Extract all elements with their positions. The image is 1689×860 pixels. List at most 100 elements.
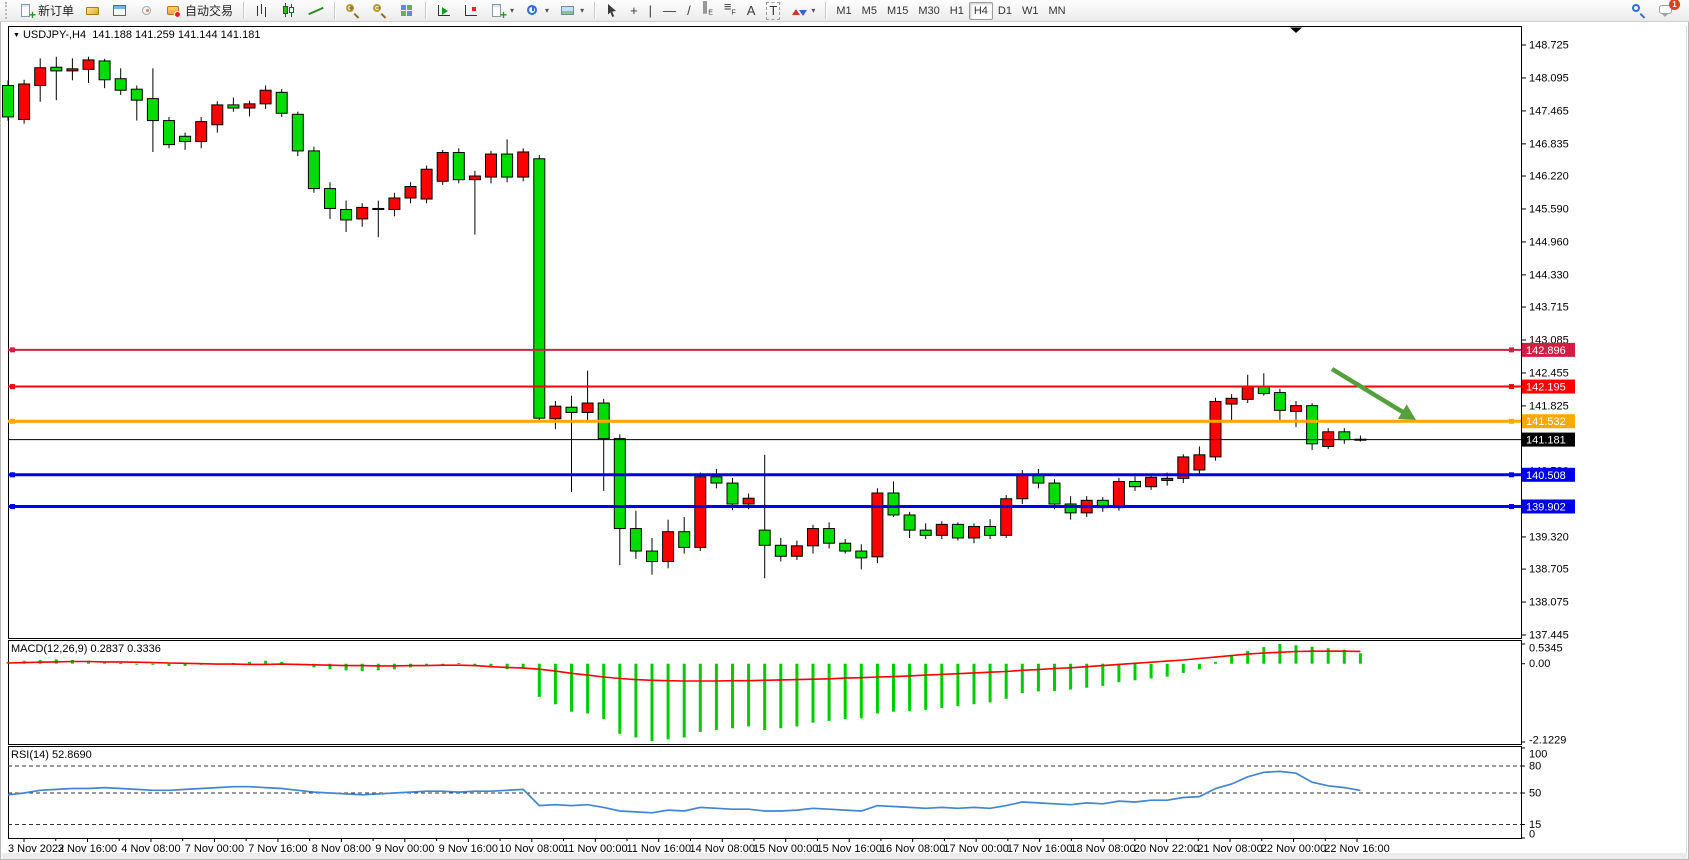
macd-bar <box>521 663 525 669</box>
candle-body <box>758 529 771 546</box>
periods-button[interactable]: ▾ <box>520 1 554 21</box>
macd-indicator-label: MACD(12,26,9) 0.2837 0.3336 <box>11 643 161 655</box>
line-handle[interactable] <box>10 347 15 353</box>
candle-body <box>1048 482 1061 505</box>
arrow-annotation[interactable] <box>1330 367 1416 420</box>
text-tool-icon: A <box>746 2 756 18</box>
ohlc-bars-icon <box>254 3 270 19</box>
candle-body <box>34 67 47 87</box>
zoom-in-button[interactable]: + <box>340 1 366 21</box>
horizontal-line[interactable] <box>8 503 1521 509</box>
candle-body <box>1225 397 1238 405</box>
text-button[interactable]: A <box>742 1 761 21</box>
timeframe-M5[interactable]: M5 <box>861 4 877 17</box>
label-button[interactable]: T <box>761 1 785 21</box>
macd-bar <box>1181 663 1185 673</box>
candle-body <box>1129 480 1141 488</box>
toolbar-grip[interactable] <box>5 2 10 19</box>
notifications-button[interactable]: 1 <box>1653 0 1680 21</box>
timeframe-M15[interactable]: M15 <box>886 4 909 17</box>
new-chart-icon: + <box>490 3 507 22</box>
line-chart-button[interactable] <box>303 1 329 21</box>
timeframe-M1[interactable]: M1 <box>836 4 852 17</box>
candle-body <box>984 525 997 536</box>
timeframe-MN[interactable]: MN <box>1048 4 1066 17</box>
time-label: 17 Nov 16:00 <box>1007 843 1072 855</box>
horizontal-line[interactable] <box>8 384 1521 390</box>
macd-bar <box>747 663 751 727</box>
line-handle[interactable] <box>10 384 15 390</box>
macd-bar <box>1342 649 1346 664</box>
line-handle[interactable] <box>1509 503 1514 509</box>
candlestick-chart-button[interactable] <box>276 1 302 21</box>
candle-body <box>163 120 175 146</box>
candle-body <box>404 185 417 199</box>
toolbar-separator <box>825 2 827 19</box>
signals-button[interactable] <box>134 1 160 21</box>
line-handle[interactable] <box>10 503 15 509</box>
rsi-layer <box>7 765 1521 825</box>
timeframe-M30[interactable]: M30 <box>918 4 940 17</box>
macd-bar <box>731 663 734 729</box>
line-handle[interactable] <box>1509 347 1514 353</box>
bar-chart-button[interactable] <box>249 1 275 21</box>
macd-axis-label: 0.5345 <box>1529 643 1563 655</box>
candle-body <box>935 523 948 536</box>
candle-body <box>968 525 980 539</box>
macd-bar <box>1165 663 1169 677</box>
candle-body <box>1145 476 1158 488</box>
price-tick-label: 142.455 <box>1529 367 1569 379</box>
candle-body <box>951 523 964 539</box>
horizontal-line[interactable] <box>8 418 1521 424</box>
search-button[interactable] <box>1626 1 1652 21</box>
zoom-out-button[interactable]: − <box>367 1 393 21</box>
new-order-button[interactable]: + 新订单 <box>14 1 79 22</box>
auto-trading-button[interactable]: 自动交易 <box>161 1 238 21</box>
line-handle[interactable] <box>1509 418 1514 424</box>
candle-body <box>790 545 803 557</box>
cursor-button[interactable] <box>600 1 624 21</box>
fibonacci-button[interactable]: ≡F <box>719 0 741 21</box>
line-handle[interactable] <box>10 418 15 424</box>
line-handle[interactable] <box>1509 384 1514 390</box>
time-label: 7 Nov 16:00 <box>248 843 307 855</box>
horizontal-line-button[interactable]: — <box>658 1 681 21</box>
new-chart-button[interactable]: + ▾ <box>485 1 519 22</box>
macd-bar <box>908 663 912 711</box>
market-chart-button[interactable] <box>107 1 133 21</box>
arrows-tool-icon <box>791 3 808 19</box>
trendline-icon: / <box>687 2 691 18</box>
rsi-axis-label: 15 <box>1529 819 1541 831</box>
price-badge: 142.195 <box>1522 379 1575 394</box>
line-handle[interactable] <box>1509 472 1514 478</box>
timeframe-H1[interactable]: H1 <box>949 4 964 17</box>
price-tick-label: 144.330 <box>1529 269 1569 281</box>
horizontal-line[interactable] <box>8 472 1521 478</box>
macd-bar <box>264 660 268 664</box>
tile-windows-button[interactable] <box>394 1 420 21</box>
crosshair-button[interactable]: + <box>625 1 643 21</box>
rsi-line <box>7 770 1361 814</box>
timeframe-D1[interactable]: D1 <box>997 4 1012 17</box>
trendline-button[interactable]: / <box>682 1 696 21</box>
gold-panel-button[interactable] <box>80 1 106 21</box>
vertical-line-button[interactable]: | <box>644 1 657 21</box>
horizontal-line[interactable] <box>8 347 1521 353</box>
arrows-button[interactable]: ▾ <box>786 1 820 21</box>
price-badge: 139.902 <box>1522 499 1575 514</box>
price-tick-label: 146.835 <box>1529 138 1569 150</box>
candle-body <box>549 405 562 420</box>
line-handle[interactable] <box>10 472 15 478</box>
macd-bar <box>183 663 187 666</box>
auto-scroll-button[interactable] <box>431 1 457 21</box>
templates-button[interactable]: ▾ <box>555 1 589 21</box>
macd-bar <box>602 663 606 720</box>
channel-button[interactable]: ∥E <box>697 0 718 21</box>
timeframe-H4[interactable]: H4 <box>968 1 993 20</box>
candle-body <box>501 153 514 178</box>
timeframe-W1[interactable]: W1 <box>1021 4 1039 17</box>
chart-shift-button[interactable] <box>458 1 484 21</box>
price-tick-label: 137.445 <box>1529 630 1569 642</box>
